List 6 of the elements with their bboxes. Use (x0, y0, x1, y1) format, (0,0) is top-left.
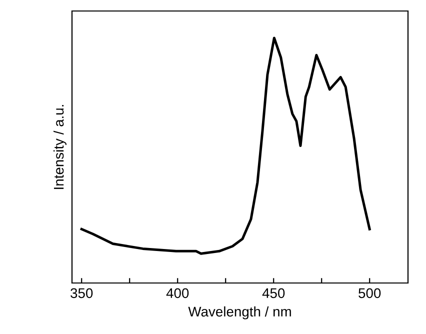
x-tick-label: 500 (358, 288, 381, 298)
x-tick-label: 450 (262, 288, 285, 298)
y-axis-title: Intensity / a.u. (53, 105, 66, 189)
x-tick-label: 400 (166, 288, 189, 298)
x-tick-label: 350 (70, 288, 93, 298)
x-axis-title: Wavelength / nm (188, 306, 291, 320)
